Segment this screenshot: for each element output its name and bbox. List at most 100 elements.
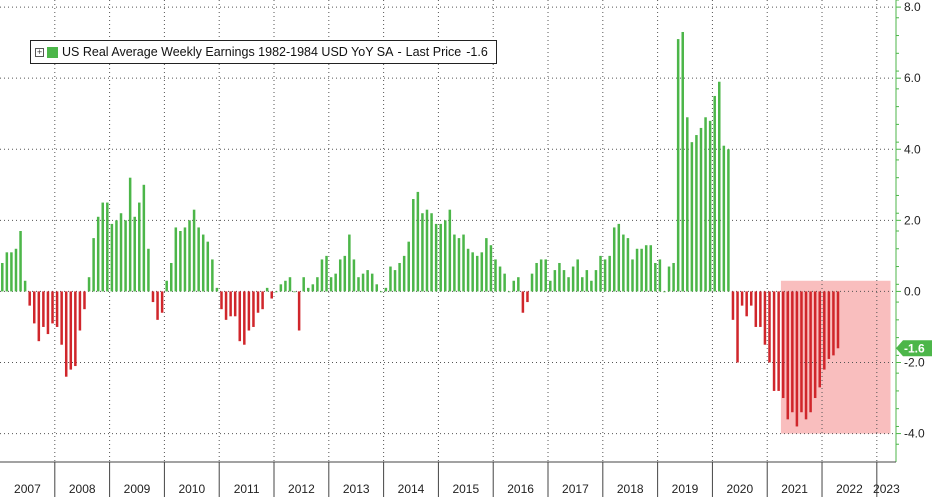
bar <box>183 227 187 292</box>
bar <box>197 227 200 292</box>
bar <box>288 277 292 292</box>
bar <box>329 277 333 292</box>
bar <box>466 248 470 292</box>
bar <box>608 255 611 292</box>
bar <box>147 248 150 292</box>
bar <box>503 273 506 292</box>
bar-series <box>1 31 840 427</box>
bar <box>334 273 337 292</box>
bar <box>128 177 132 292</box>
bar <box>28 291 31 306</box>
bar <box>55 291 59 327</box>
bar <box>813 291 817 399</box>
bar <box>791 291 794 413</box>
bar <box>156 291 159 320</box>
bar <box>307 287 310 292</box>
legend-expand-icon[interactable]: + <box>35 47 44 57</box>
legend-series-name: US Real Average Weekly Earnings 1982-198… <box>62 45 394 59</box>
bar <box>686 117 689 292</box>
bar <box>612 227 616 292</box>
y-tick-label: 8.0 <box>904 0 921 14</box>
bar <box>69 291 73 370</box>
y-tick-label: 6.0 <box>904 71 921 85</box>
bar <box>338 259 342 292</box>
bar <box>809 291 812 413</box>
bar <box>603 259 607 292</box>
bar <box>320 259 324 292</box>
bar <box>138 202 141 292</box>
bar <box>380 291 383 293</box>
bar <box>800 291 803 413</box>
last-value-label: -1.6 <box>904 341 925 355</box>
bar <box>434 223 438 292</box>
bar <box>690 142 694 292</box>
bar <box>416 191 420 292</box>
x-tick-label: 2016 <box>507 482 534 496</box>
bar <box>119 213 123 292</box>
bar <box>658 259 662 292</box>
y-tick-label: 2.0 <box>904 213 921 227</box>
bar <box>507 291 511 293</box>
x-tick-label: 2012 <box>288 482 315 496</box>
bar <box>92 238 95 292</box>
bar <box>169 262 173 292</box>
bar <box>471 252 474 292</box>
bar <box>297 291 301 331</box>
bar <box>398 262 401 292</box>
bar <box>512 280 516 292</box>
bar <box>87 277 91 292</box>
bar <box>430 213 433 292</box>
bar <box>444 220 447 292</box>
bar <box>745 291 748 317</box>
bar <box>777 291 780 391</box>
bar <box>663 291 666 293</box>
bar <box>823 291 826 370</box>
bar <box>366 270 369 292</box>
bar <box>265 287 269 292</box>
bar <box>521 291 525 313</box>
bar <box>275 291 278 293</box>
bar <box>553 270 557 292</box>
x-tick-label: 2009 <box>124 482 151 496</box>
x-tick-label: 2014 <box>398 482 425 496</box>
x-tick-label: 2013 <box>343 482 370 496</box>
bar <box>804 291 808 420</box>
x-tick-label: 2015 <box>452 482 479 496</box>
bar <box>439 223 442 292</box>
bar <box>562 270 566 292</box>
bar <box>220 291 223 310</box>
x-tick-label: 2017 <box>562 482 589 496</box>
bar <box>594 270 598 292</box>
bar <box>238 291 242 342</box>
bar <box>498 266 502 292</box>
legend-last-price-label: Last Price <box>405 45 462 59</box>
bar <box>188 220 191 292</box>
bar <box>526 291 529 303</box>
bar <box>818 291 821 388</box>
bar <box>215 287 219 292</box>
bar <box>348 234 351 292</box>
bar <box>393 270 397 292</box>
bar <box>749 291 753 306</box>
bar <box>60 291 63 345</box>
bar <box>475 255 479 292</box>
bar <box>736 291 739 363</box>
bar <box>243 291 246 345</box>
x-tick-label: 2021 <box>781 482 808 496</box>
bar <box>576 259 579 292</box>
y-axis-ticks: 8.0 6.0 4.0 2.0 0.0 -2.0 -4.0 <box>896 0 925 445</box>
bar <box>174 227 178 292</box>
bar <box>539 259 543 292</box>
bar <box>489 245 493 292</box>
bar <box>316 277 319 292</box>
x-tick-label: 2018 <box>617 482 644 496</box>
bar <box>480 252 484 292</box>
bar <box>644 245 648 292</box>
x-tick-label: 2020 <box>726 482 753 496</box>
bar <box>772 291 776 391</box>
bar <box>389 266 392 292</box>
x-tick-label: 2022 <box>836 482 863 496</box>
bar <box>165 280 168 292</box>
bar <box>763 291 767 345</box>
